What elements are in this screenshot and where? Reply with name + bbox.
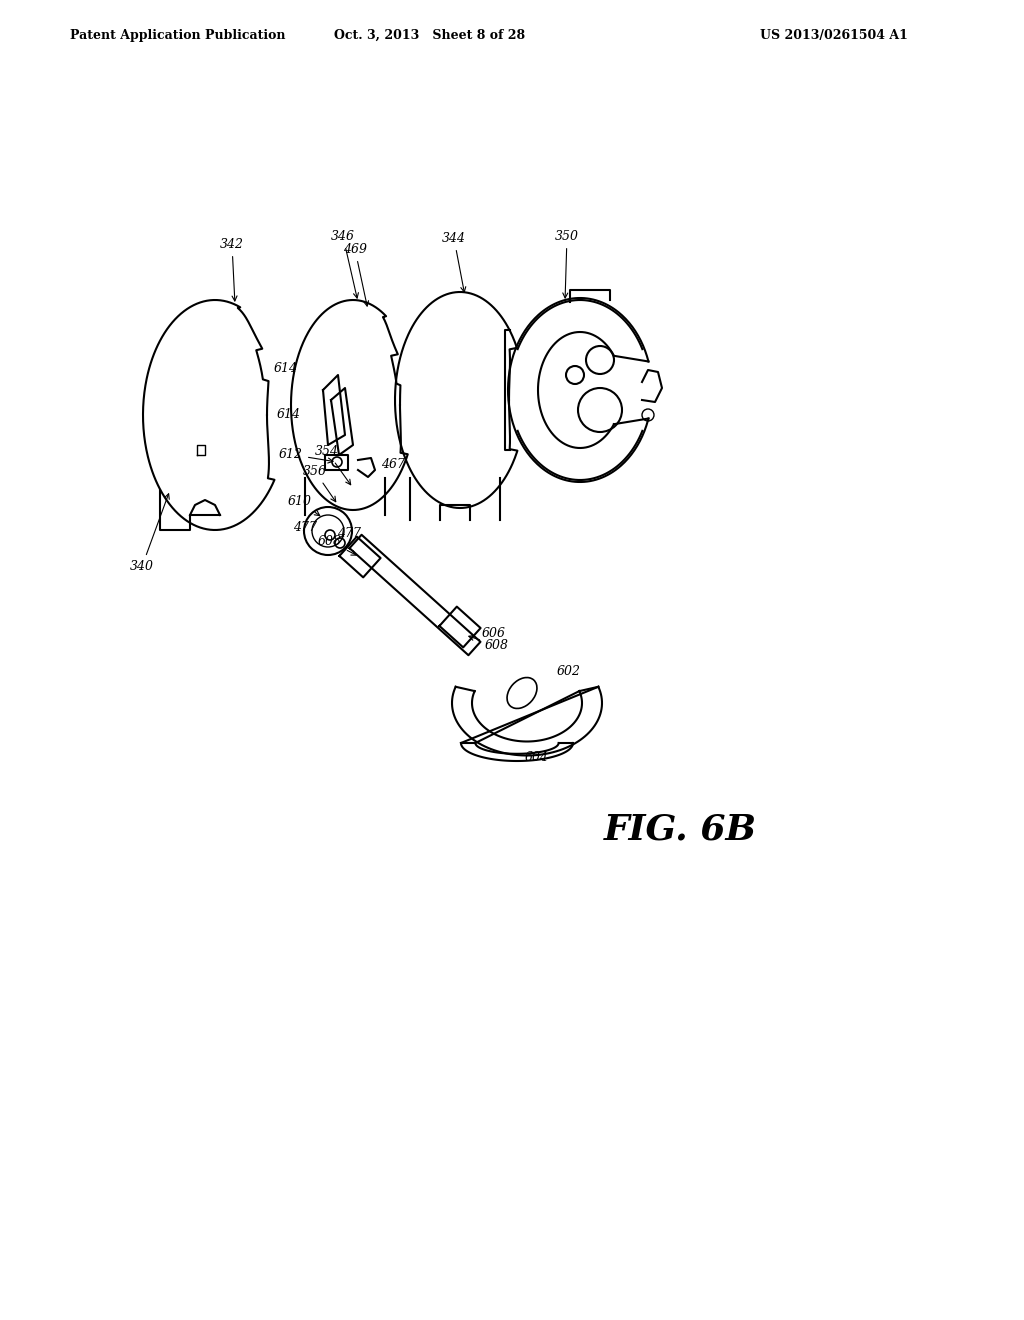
Text: FIG. 6B: FIG. 6B (603, 813, 757, 847)
Text: 608: 608 (469, 635, 509, 652)
Text: 354: 354 (315, 445, 350, 484)
Text: 612: 612 (279, 447, 333, 463)
Text: Patent Application Publication: Patent Application Publication (70, 29, 286, 41)
Text: 469: 469 (343, 243, 369, 306)
Text: 356: 356 (303, 465, 336, 502)
Text: 606: 606 (482, 627, 506, 640)
Text: 614: 614 (274, 362, 298, 375)
Text: Oct. 3, 2013   Sheet 8 of 28: Oct. 3, 2013 Sheet 8 of 28 (335, 29, 525, 41)
Text: 610: 610 (288, 495, 319, 516)
Text: 467: 467 (381, 458, 406, 471)
Text: 604: 604 (525, 751, 549, 764)
Text: 477: 477 (337, 527, 361, 540)
Text: 614: 614 (278, 408, 301, 421)
Text: 346: 346 (331, 230, 358, 298)
Text: 340: 340 (130, 494, 169, 573)
Text: US 2013/0261504 A1: US 2013/0261504 A1 (760, 29, 908, 41)
Text: 342: 342 (220, 238, 244, 301)
Text: 602: 602 (557, 665, 581, 678)
Text: 477: 477 (293, 521, 317, 535)
Text: 344: 344 (442, 232, 466, 292)
Text: 350: 350 (555, 230, 579, 298)
Text: 608: 608 (318, 535, 356, 556)
